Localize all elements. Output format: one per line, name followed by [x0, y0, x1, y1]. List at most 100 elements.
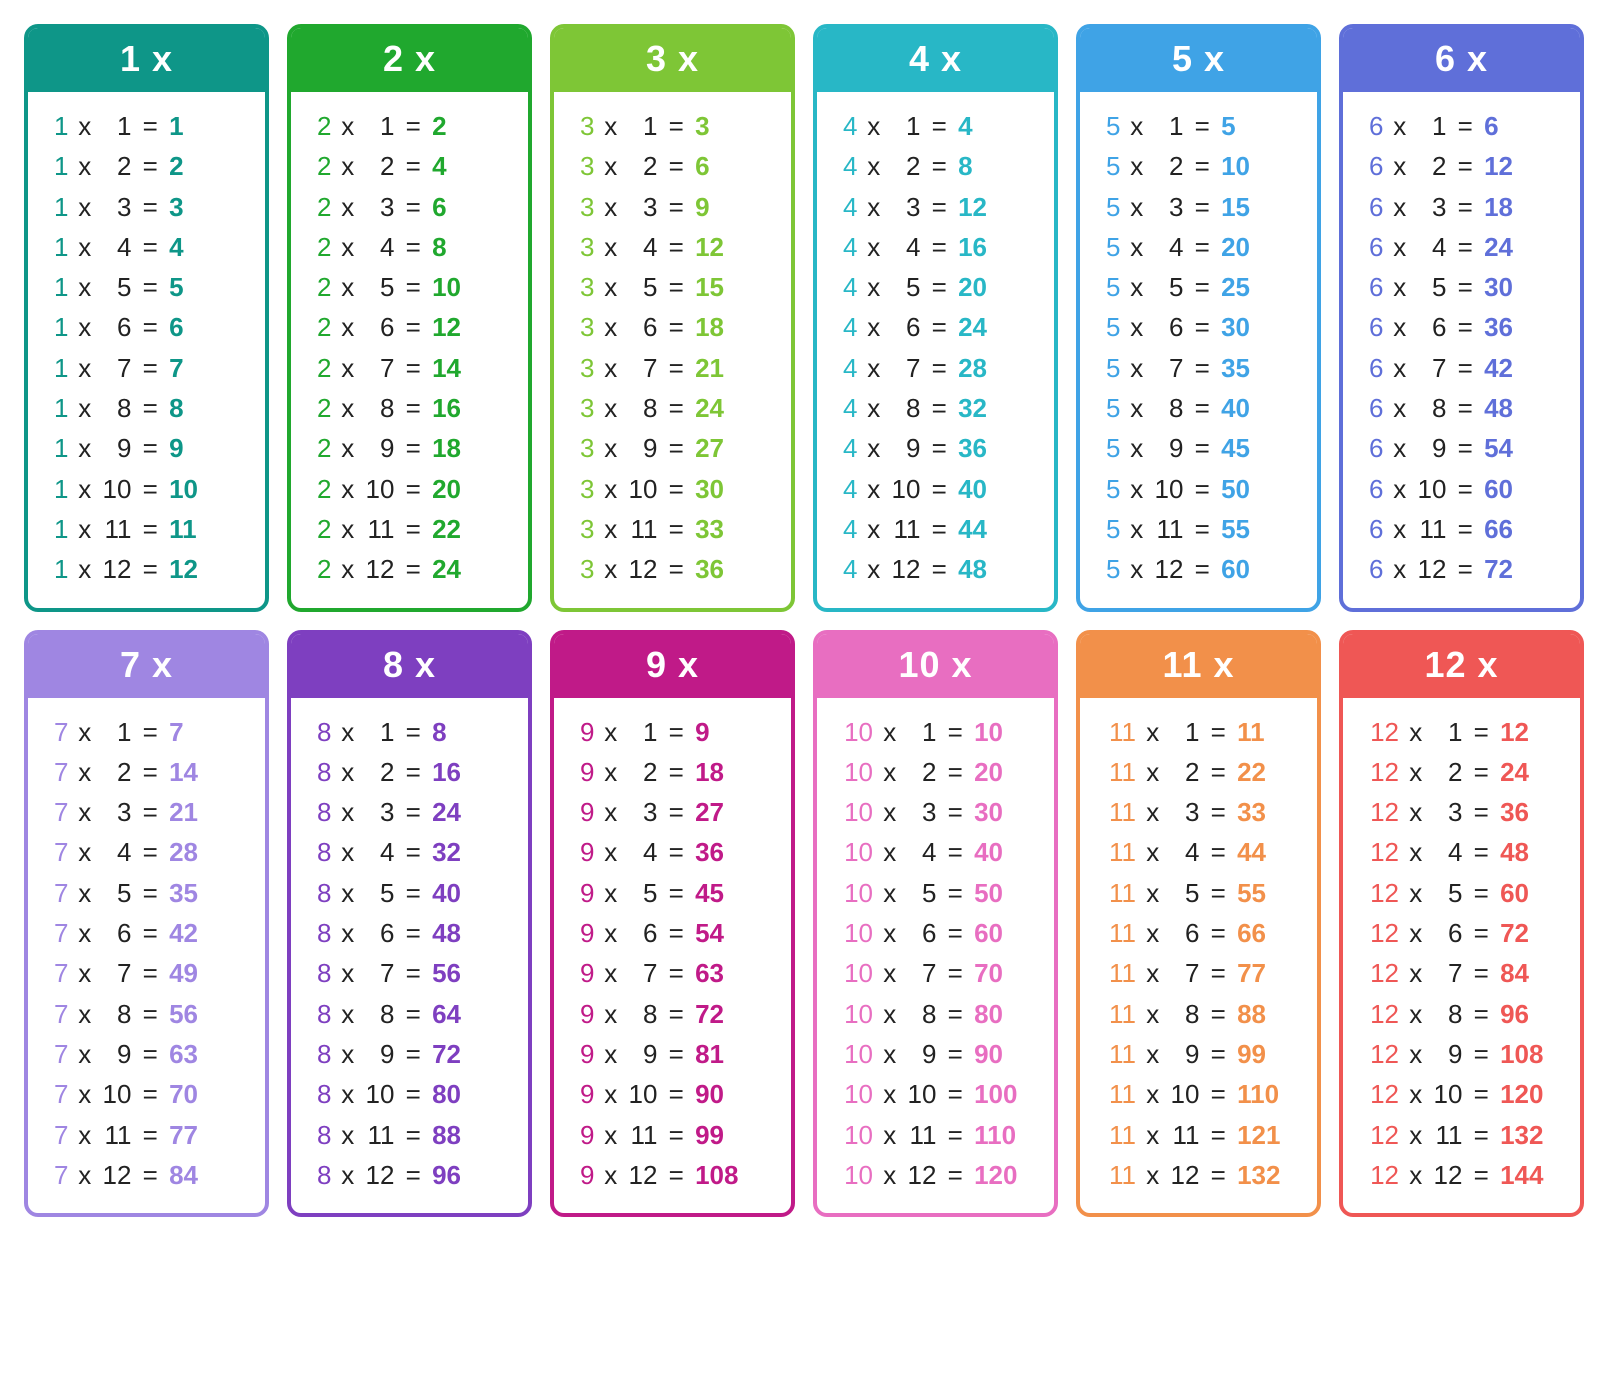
multiplicand: 12 [1369, 712, 1399, 752]
equation-row: 12 x 8 = 96 [1369, 994, 1570, 1034]
multiplier: 4 [890, 227, 920, 267]
card-body: 7 x 1 = 77 x 2 = 147 x 3 = 217 x 4 = 287… [28, 698, 265, 1214]
product: 42 [1484, 353, 1513, 383]
multiplicand: 12 [1369, 832, 1399, 872]
product: 48 [1484, 393, 1513, 423]
equals-symbol: = [1199, 837, 1237, 867]
multiplicand: 11 [1106, 752, 1136, 792]
multiplier: 11 [364, 509, 394, 549]
equation-row: 11 x 10 = 110 [1106, 1074, 1307, 1114]
equation-row: 12 x 10 = 120 [1369, 1074, 1570, 1114]
equals-symbol: = [920, 151, 958, 181]
times-symbol: x [1136, 878, 1169, 908]
multiplier: 11 [101, 509, 131, 549]
times-symbol: x [331, 1160, 364, 1190]
equation-row: 8 x 6 = 48 [317, 913, 518, 953]
equation-row: 9 x 3 = 27 [580, 792, 781, 832]
equals-symbol: = [131, 1039, 169, 1069]
equation-row: 12 x 3 = 36 [1369, 792, 1570, 832]
equals-symbol: = [657, 757, 695, 787]
times-symbol: x [1136, 1160, 1169, 1190]
multiplier: 11 [627, 509, 657, 549]
multiplier: 9 [101, 1034, 131, 1074]
equation-row: 8 x 8 = 64 [317, 994, 518, 1034]
product: 27 [695, 433, 724, 463]
multiplier: 10 [1153, 469, 1183, 509]
product: 90 [695, 1079, 724, 1109]
times-symbol: x [857, 353, 890, 383]
multiplier: 4 [627, 832, 657, 872]
equals-symbol: = [394, 312, 432, 342]
card-body: 10 x 1 = 1010 x 2 = 2010 x 3 = 3010 x 4 … [817, 698, 1054, 1214]
multiplicand: 11 [1106, 913, 1136, 953]
multiplicand: 11 [1106, 1155, 1136, 1195]
product: 25 [1221, 272, 1250, 302]
multiplier: 2 [890, 146, 920, 186]
multiplier: 4 [627, 227, 657, 267]
equation-row: 2 x 9 = 18 [317, 428, 518, 468]
product: 63 [169, 1039, 198, 1069]
multiplicand: 6 [1369, 187, 1383, 227]
card-header: 11 x [1080, 634, 1317, 698]
equals-symbol: = [1462, 717, 1500, 747]
times-symbol: x [331, 151, 364, 181]
product: 100 [974, 1079, 1017, 1109]
product: 40 [1221, 393, 1250, 423]
equation-row: 12 x 4 = 48 [1369, 832, 1570, 872]
product: 11 [169, 514, 197, 544]
times-symbol: x [594, 353, 627, 383]
multiplicand: 6 [1369, 227, 1383, 267]
product: 90 [974, 1039, 1003, 1069]
times-symbol: x [331, 878, 364, 908]
multiplier: 11 [1432, 1115, 1462, 1155]
multiplicand: 3 [580, 549, 594, 589]
equation-row: 5 x 6 = 30 [1106, 307, 1307, 347]
times-symbol: x [1399, 837, 1432, 867]
times-symbol: x [68, 1039, 101, 1069]
multiplier: 7 [1153, 348, 1183, 388]
times-symbol: x [331, 837, 364, 867]
product: 110 [1237, 1079, 1279, 1109]
equation-row: 7 x 1 = 7 [54, 712, 255, 752]
multiplicand: 7 [54, 712, 68, 752]
multiplicand: 10 [843, 832, 873, 872]
equation-row: 7 x 8 = 56 [54, 994, 255, 1034]
times-symbol: x [873, 878, 906, 908]
product: 6 [1484, 111, 1498, 141]
multiplicand: 1 [54, 469, 68, 509]
equation-row: 8 x 9 = 72 [317, 1034, 518, 1074]
equals-symbol: = [1462, 878, 1500, 908]
equals-symbol: = [394, 514, 432, 544]
times-symbol: x [331, 433, 364, 463]
multiplicand: 2 [317, 509, 331, 549]
multiplier: 3 [364, 792, 394, 832]
product: 50 [1221, 474, 1250, 504]
multiplier: 9 [890, 428, 920, 468]
times-symbol: x [68, 353, 101, 383]
equals-symbol: = [657, 999, 695, 1029]
product: 44 [1237, 837, 1266, 867]
multiplicand: 2 [317, 227, 331, 267]
times-symbol: x [857, 151, 890, 181]
multiplier: 12 [906, 1155, 936, 1195]
product: 12 [169, 554, 198, 584]
times-symbol: x [331, 111, 364, 141]
multiplicand: 3 [580, 106, 594, 146]
equation-row: 4 x 3 = 12 [843, 187, 1044, 227]
multiplicand: 8 [317, 994, 331, 1034]
equation-row: 11 x 12 = 132 [1106, 1155, 1307, 1195]
times-symbol: x [1399, 757, 1432, 787]
multiplicand: 8 [317, 792, 331, 832]
times-symbol: x [857, 433, 890, 463]
times-symbol: x [68, 192, 101, 222]
times-symbol: x [1383, 393, 1416, 423]
product: 10 [432, 272, 461, 302]
product: 60 [1500, 878, 1529, 908]
times-symbol: x [331, 1120, 364, 1150]
multiplicand: 3 [580, 187, 594, 227]
equation-row: 8 x 3 = 24 [317, 792, 518, 832]
times-symbol: x [594, 717, 627, 747]
multiplier: 4 [364, 227, 394, 267]
product: 10 [169, 474, 198, 504]
equals-symbol: = [1199, 999, 1237, 1029]
